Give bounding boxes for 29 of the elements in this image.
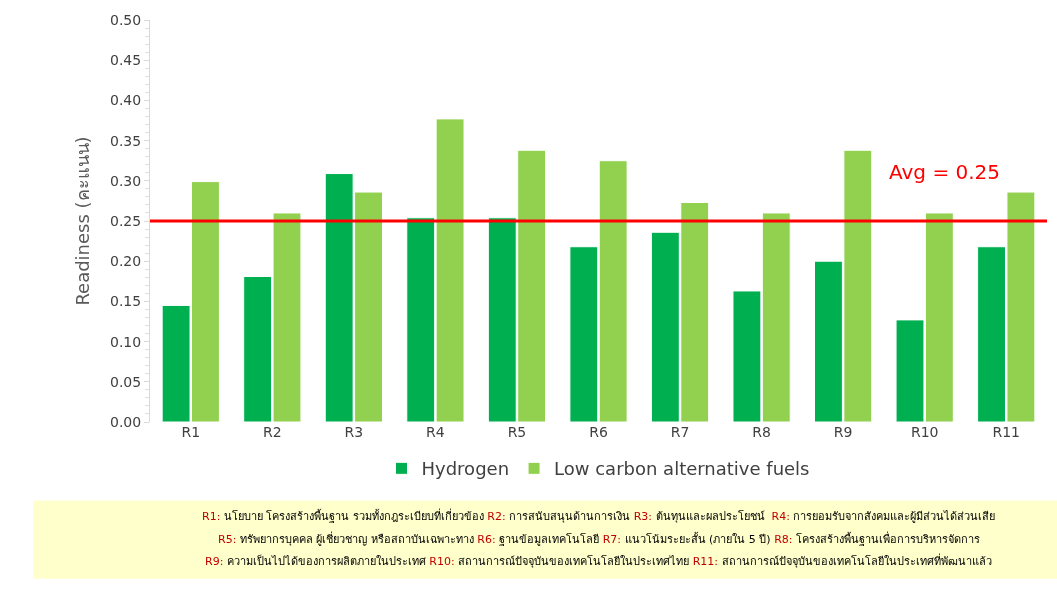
y-tick-label: 0.05 bbox=[110, 373, 142, 390]
text: R1: นโยบาย โครงสร้างพื้นฐาน รวมทั้งกฎระเบียบที่เกี่ยวข้อง R2: การสนับสนุนด้านการเงิน R3: ต้นทุนและผลประโยชน์ R4: การยอมรับจากสังคมและผู้มีส่วนได้ส่วนเสีย bbox=[202, 508, 996, 523]
y-tick-label: 0.25 bbox=[110, 212, 142, 229]
x-tick-label: R8 bbox=[752, 424, 771, 440]
y-tick-label: 0.30 bbox=[110, 172, 142, 189]
x-tick-label: R1 bbox=[181, 424, 201, 440]
y-tick-label: 0.10 bbox=[110, 333, 142, 350]
text: R9: ความเป็นไปได้ของการผลิตภายในประเทศ R10: สถานการณ์ปัจจุบันของเทคโนโลยีในประเทศไทย R11: สถานการณ์ปัจจุบันของเทคโนโลยีในประเทศที่พัฒนาแล้ว bbox=[205, 553, 992, 568]
text: R5: ทรัพยากรบุคคล ผู้เชี่ยวชาญ หรือสถาบันเฉพาะทาง R6: ฐานข้อมูลเทคโนโลยี R7: แนวโน้มระยะสั้น (ภายใน 5 ปี) R8: โครงสร้างพื้นฐานเพื่อการบริหารจัดการ bbox=[218, 531, 981, 546]
y-axis-title: Readiness (คะแนน) bbox=[72, 136, 94, 306]
x-tick-label: R6 bbox=[589, 424, 608, 440]
legend-label: Hydrogen bbox=[421, 458, 510, 480]
y-tick-label: 0.40 bbox=[110, 92, 142, 109]
y-tick-label: 0.20 bbox=[110, 253, 142, 270]
y-tick-label: 0.15 bbox=[110, 293, 142, 310]
x-tick-label: R2 bbox=[263, 424, 282, 440]
x-tick-label: R9 bbox=[833, 424, 853, 440]
x-tick-label: R11 bbox=[992, 424, 1020, 440]
y-tick-label: 0.00 bbox=[110, 413, 142, 430]
legend-label: Low carbon alternative fuels bbox=[554, 458, 810, 480]
x-tick-label: R4 bbox=[426, 424, 445, 440]
x-tick-label: R5 bbox=[507, 424, 527, 440]
x-tick-label: R10 bbox=[910, 424, 939, 440]
x-tick-label: R3 bbox=[344, 424, 364, 440]
y-tick-label: 0.35 bbox=[110, 132, 142, 149]
y-tick-label: 0.50 bbox=[110, 11, 142, 28]
y-tick-label: 0.45 bbox=[110, 52, 142, 69]
x-tick-label: R7 bbox=[670, 424, 690, 440]
ref-line-label: Avg = 0.25 bbox=[889, 160, 1001, 184]
